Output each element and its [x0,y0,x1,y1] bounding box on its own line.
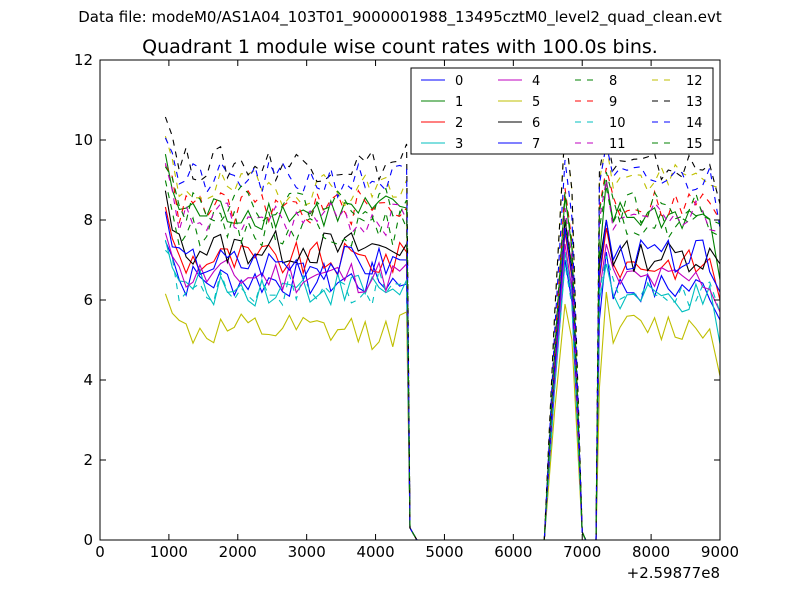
legend-label-8: 8 [609,74,617,89]
x-tick-label: 6000 [494,543,532,561]
x-tick-label: 9000 [701,543,739,561]
series-line-15 [164,166,721,541]
legend-label-15: 15 [686,137,703,152]
y-tick-label: 0 [83,531,93,549]
series-line-10 [165,249,721,541]
y-tick-label: 4 [83,371,93,389]
legend-label-14: 14 [686,116,703,131]
series-line-12 [164,127,721,541]
x-tick-label: 2000 [219,543,257,561]
x-tick-label: 8000 [632,543,670,561]
y-tick-label: 2 [83,451,93,469]
legend-label-3: 3 [455,137,463,152]
x-tick-label: 0 [95,543,105,561]
x-tick-label: 5000 [425,543,463,561]
y-tick-label: 8 [83,211,93,229]
legend-label-1: 1 [455,95,463,110]
series-line-7 [164,211,721,541]
legend-label-4: 4 [532,74,540,89]
series-line-13 [164,116,721,541]
series-line-1 [164,153,721,541]
series-line-0 [164,240,721,541]
series-line-11 [164,163,721,541]
suptitle: Data file: modeM0/AS1A04_103T01_90000019… [78,8,722,26]
series-line-4 [164,232,721,541]
x-tick-label: 4000 [356,543,394,561]
legend-label-0: 0 [455,74,463,89]
series-line-3 [164,239,721,541]
legend-label-10: 10 [609,116,626,131]
chart-title: Quadrant 1 module wise count rates with … [142,36,658,58]
series-line-8 [164,180,721,541]
x-offset-label: +2.59877e8 [627,564,720,582]
legend-label-11: 11 [609,137,626,152]
legend-label-7: 7 [532,137,540,152]
y-tick-label: 12 [74,51,93,69]
legend-box [410,67,714,155]
x-tick-label: 3000 [288,543,326,561]
series-line-14 [164,137,721,541]
legend-label-9: 9 [609,95,617,110]
legend-label-12: 12 [686,74,703,89]
x-tick-label: 1000 [150,543,188,561]
series-line-6 [164,190,721,541]
axis-ticks: 0 1000 2000 3000 4000 5000 6000 7000 8000 9000 0 2 4… [74,51,739,561]
legend-label-13: 13 [686,95,703,110]
legend-label-2: 2 [455,116,463,131]
x-tick-label: 7000 [563,543,601,561]
legend-label-5: 5 [532,95,540,110]
y-tick-label: 6 [83,291,93,309]
legend-label-6: 6 [532,116,540,131]
series-line-9 [164,165,721,541]
series-line-5 [164,291,721,541]
series-line-2 [164,206,721,541]
y-tick-label: 10 [74,131,93,149]
series-layer [164,116,721,541]
